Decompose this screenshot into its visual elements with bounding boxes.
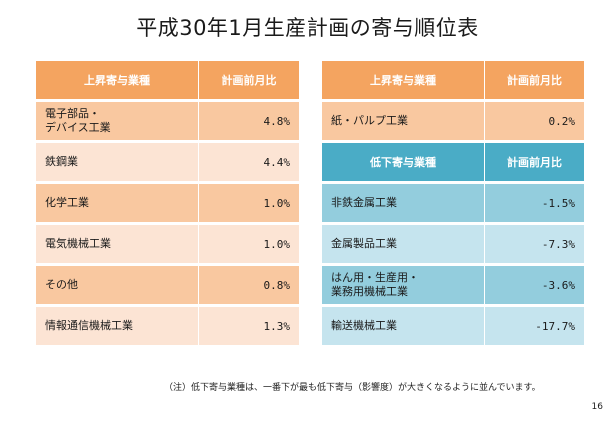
industry-cell: 情報通信機械工業 <box>36 307 198 345</box>
right-contribution-table: 上昇寄与業種 計画前月比 紙・パルプ工業 0.2% 低下寄与業種 計画前月比 非… <box>322 58 584 348</box>
table-row: 化学工業 1.0% <box>36 184 299 222</box>
left-header-row: 上昇寄与業種 計画前月比 <box>36 61 299 99</box>
ratio-cell: -17.7% <box>484 307 584 345</box>
table-row: 輸送機械工業 -17.7% <box>322 307 584 345</box>
table-row: 電気機械工業 1.0% <box>36 225 299 263</box>
ratio-cell: 1.0% <box>198 184 299 222</box>
ratio-cell: 4.8% <box>198 102 299 140</box>
ratio-column-header: 計画前月比 <box>198 61 299 99</box>
footnote: （注）低下寄与業種は、一番下が最も低下寄与（影響度）が大きくなるように並んでいま… <box>164 383 541 393</box>
industry-cell: 電子部品・ デバイス工業 <box>36 102 198 140</box>
industry-cell: 非鉄金属工業 <box>322 184 484 222</box>
table-row: その他 0.8% <box>36 266 299 304</box>
industry-cell: 輸送機械工業 <box>322 307 484 345</box>
page-title: 平成30年1月生産計画の寄与順位表 <box>136 16 479 40</box>
ratio-cell: 0.8% <box>198 266 299 304</box>
ratio-column-header: 計画前月比 <box>484 61 584 99</box>
industry-cell: はん用・生産用・ 業務用機械工業 <box>322 266 484 304</box>
table-row: 電子部品・ デバイス工業 4.8% <box>36 102 299 140</box>
ratio-cell: -3.6% <box>484 266 584 304</box>
industry-cell: 鉄鋼業 <box>36 143 198 181</box>
table-row: 鉄鋼業 4.4% <box>36 143 299 181</box>
industry-cell: 金属製品工業 <box>322 225 484 263</box>
industry-column-header: 低下寄与業種 <box>322 143 484 181</box>
table-row: 情報通信機械工業 1.3% <box>36 307 299 345</box>
left-contribution-table: 上昇寄与業種 計画前月比 電子部品・ デバイス工業 4.8% 鉄鋼業 4.4% … <box>36 58 299 348</box>
ratio-column-header: 計画前月比 <box>484 143 584 181</box>
industry-cell: 紙・パルプ工業 <box>322 102 484 140</box>
industry-cell: その他 <box>36 266 198 304</box>
table-row: 金属製品工業 -7.3% <box>322 225 584 263</box>
table-row: はん用・生産用・ 業務用機械工業 -3.6% <box>322 266 584 304</box>
ratio-cell: -7.3% <box>484 225 584 263</box>
ratio-cell: 0.2% <box>484 102 584 140</box>
table-row: 非鉄金属工業 -1.5% <box>322 184 584 222</box>
page-number: 16 <box>591 402 603 412</box>
ratio-cell: 4.4% <box>198 143 299 181</box>
ratio-cell: 1.3% <box>198 307 299 345</box>
ratio-cell: 1.0% <box>198 225 299 263</box>
industry-cell: 化学工業 <box>36 184 198 222</box>
right-up-header-row: 上昇寄与業種 計画前月比 <box>322 61 584 99</box>
industry-column-header: 上昇寄与業種 <box>36 61 198 99</box>
ratio-cell: -1.5% <box>484 184 584 222</box>
table-row: 紙・パルプ工業 0.2% <box>322 102 584 140</box>
industry-column-header: 上昇寄与業種 <box>322 61 484 99</box>
right-down-header-row: 低下寄与業種 計画前月比 <box>322 143 584 181</box>
industry-cell: 電気機械工業 <box>36 225 198 263</box>
